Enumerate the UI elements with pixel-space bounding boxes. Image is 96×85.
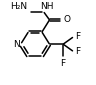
Text: F: F: [61, 59, 66, 68]
Text: O: O: [63, 15, 70, 24]
Text: N: N: [13, 40, 20, 49]
Text: NH: NH: [41, 2, 54, 11]
Text: F: F: [75, 32, 80, 41]
Text: H₂N: H₂N: [10, 2, 28, 11]
Text: F: F: [75, 47, 80, 56]
